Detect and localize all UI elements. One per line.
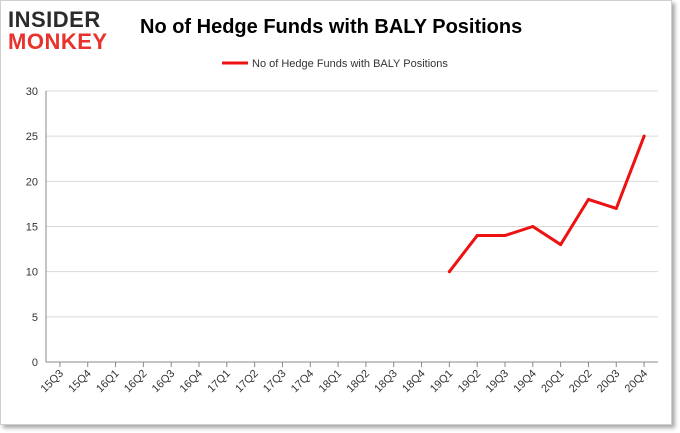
logo-line-insider: INSIDER <box>8 7 101 32</box>
chart-frame <box>0 0 672 425</box>
y-tick-label: 5 <box>32 312 38 324</box>
x-tick-label: 18Q1 <box>317 368 345 396</box>
y-tick-label: 15 <box>26 222 38 234</box>
x-tick-label: 20Q3 <box>595 368 623 396</box>
logo-line-monkey: MONKEY <box>8 29 108 54</box>
x-tick-label: 17Q3 <box>261 368 289 396</box>
x-tick-label: 19Q4 <box>511 368 539 396</box>
y-tick-label: 20 <box>26 176 38 188</box>
data-point <box>642 134 646 138</box>
x-tick-label: 19Q1 <box>428 368 456 396</box>
data-point <box>586 197 590 201</box>
x-tick-label: 20Q4 <box>623 368 651 396</box>
series-line <box>447 134 646 274</box>
x-tick-label: 16Q1 <box>94 368 122 396</box>
data-point <box>503 234 507 238</box>
x-tick-label: 17Q4 <box>289 368 317 396</box>
data-point <box>475 234 479 238</box>
x-tick-label: 17Q1 <box>205 368 233 396</box>
y-tick-label: 25 <box>26 131 38 143</box>
x-tick-label: 19Q3 <box>484 368 512 396</box>
x-tick-label: 18Q4 <box>400 368 428 396</box>
chart-title: No of Hedge Funds with BALY Positions <box>140 16 523 38</box>
x-tick-label: 18Q2 <box>345 368 373 396</box>
data-point <box>614 206 618 210</box>
y-tick-label: 30 <box>26 86 38 98</box>
x-tick-label: 16Q3 <box>150 368 178 396</box>
y-tick-label: 0 <box>32 357 38 369</box>
y-tick-label: 10 <box>26 267 38 279</box>
data-point <box>559 243 563 247</box>
data-point <box>447 270 451 274</box>
insider-monkey-logo: INSIDER MONKEY <box>8 8 128 56</box>
x-tick-label: 19Q2 <box>456 368 484 396</box>
data-point <box>531 225 535 228</box>
x-tick-label: 16Q2 <box>122 368 150 396</box>
x-tick-label: 15Q4 <box>66 368 94 396</box>
x-tick-label: 17Q2 <box>233 368 261 396</box>
x-tick-label: 18Q3 <box>372 368 400 396</box>
x-tick-label: 15Q3 <box>39 368 67 396</box>
x-tick-label: 20Q1 <box>539 368 567 396</box>
x-tick-label: 20Q2 <box>567 368 595 396</box>
x-tick-label: 16Q4 <box>178 368 206 396</box>
legend-label: No of Hedge Funds with BALY Positions <box>252 58 448 70</box>
